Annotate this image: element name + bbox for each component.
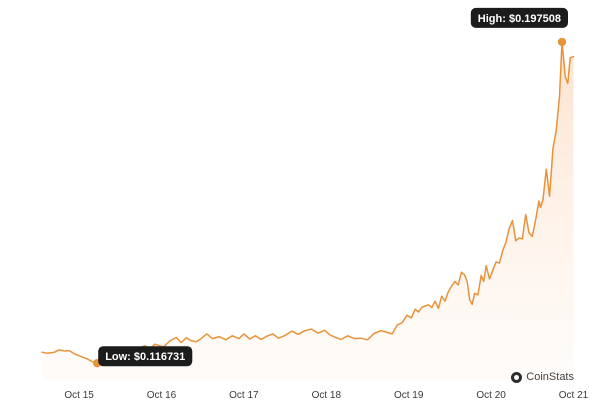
x-tick-label: Oct 20 xyxy=(476,390,506,401)
annotation-box xyxy=(98,346,193,367)
annotation-box xyxy=(470,7,568,28)
coinstats-logo-icon xyxy=(511,371,523,383)
watermark-label: CoinStats xyxy=(526,371,574,383)
x-tick-label: Oct 17 xyxy=(229,390,259,401)
x-tick-label: Oct 18 xyxy=(312,390,342,401)
x-tick-label: Oct 21 xyxy=(559,390,589,401)
annotation-label: Low: $0.116731 xyxy=(105,351,185,363)
x-tick-label: Oct 16 xyxy=(147,390,177,401)
annotation-marker xyxy=(557,37,567,47)
price-area-fill xyxy=(42,41,574,381)
callouts: Low: $0.116731 High: $0.197508 xyxy=(93,7,568,368)
annotation-label: High: $0.197508 xyxy=(478,13,561,25)
x-axis-ticks: Oct 15 Oct 16 Oct 17 Oct 18 Oct 19 Oct 20 Oct … xyxy=(64,390,588,401)
coinstats-watermark: CoinStats xyxy=(511,371,574,383)
x-tick-label: Oct 15 xyxy=(64,390,94,401)
x-tick-label: Oct 19 xyxy=(394,390,424,401)
